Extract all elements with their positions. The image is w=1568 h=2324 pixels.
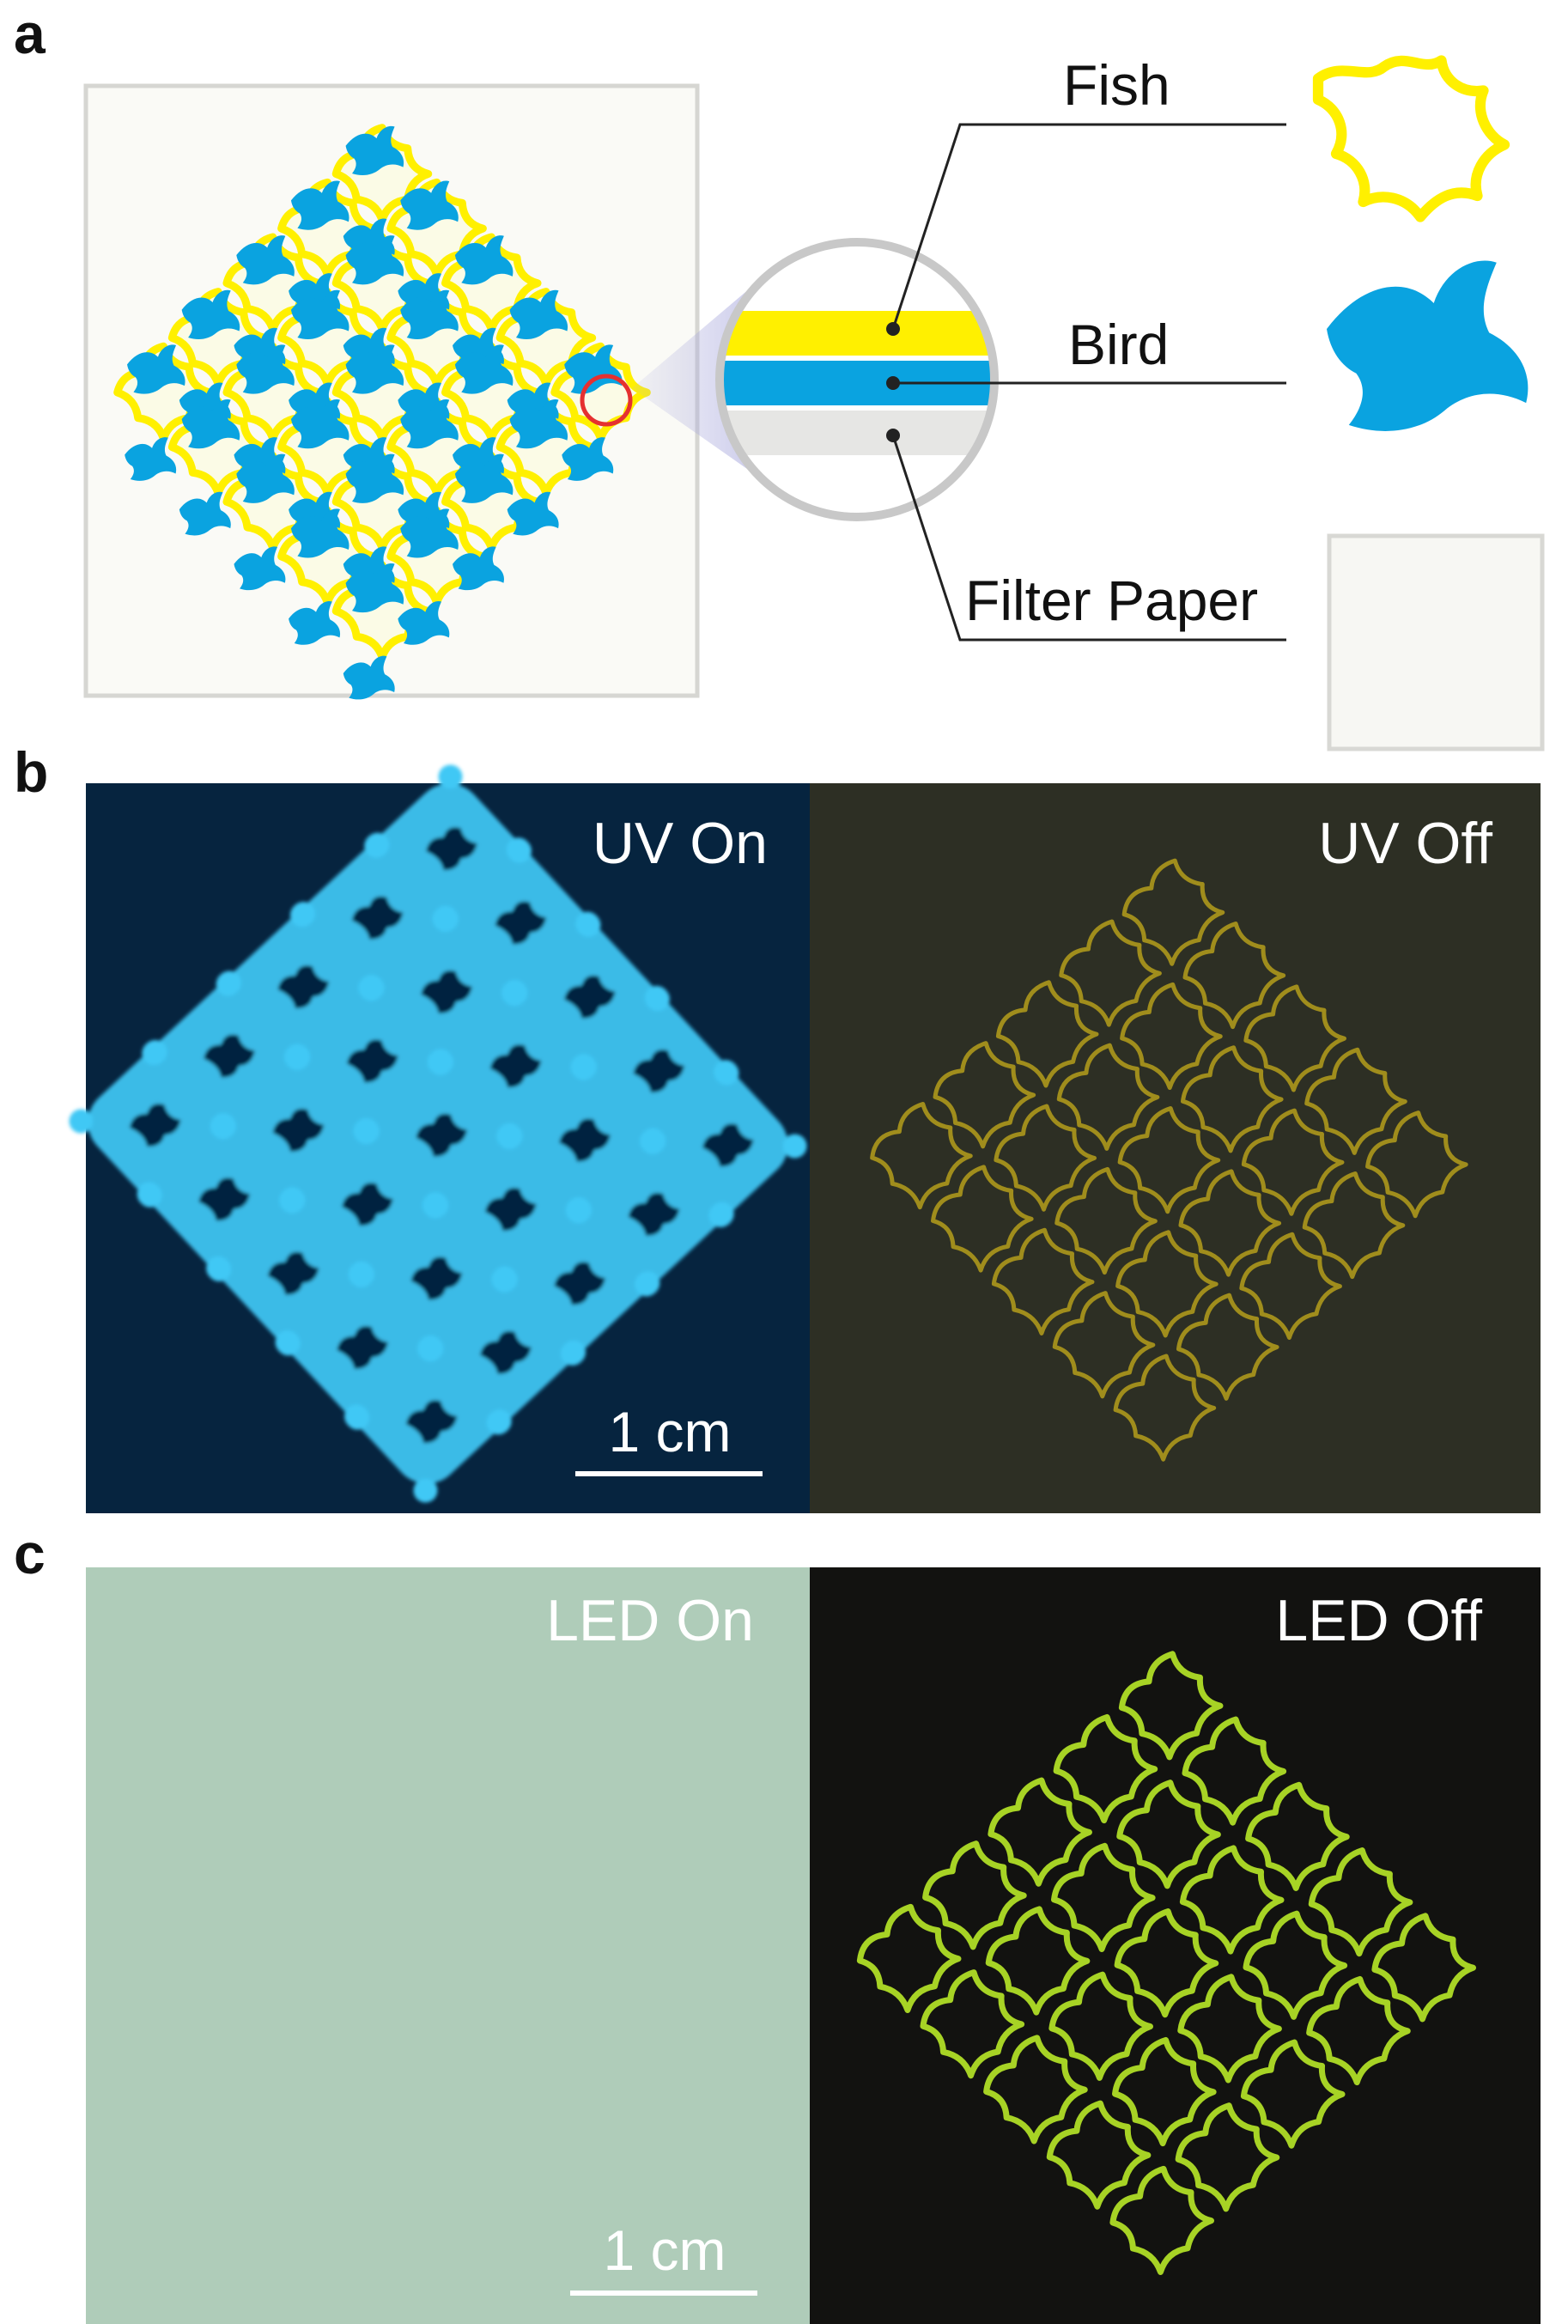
callout-lines (891, 123, 1286, 642)
led-on-photo (86, 1567, 810, 2324)
bird-icon (1327, 260, 1528, 431)
panel-letter-b: b (14, 740, 48, 804)
panel-b: b UV On UV Off 1 cm (14, 740, 1541, 1513)
tessellation-pattern (113, 124, 651, 700)
panel-letter-a: a (14, 2, 46, 65)
panel-a: a Fish Bird Filt (14, 2, 1545, 751)
panel-letter-c: c (14, 1522, 46, 1585)
scale-bar-label-c: 1 cm (603, 2218, 726, 2282)
layer-label-filter-paper: Filter Paper (965, 569, 1258, 632)
callout-dot-paper (886, 429, 900, 442)
fish-outline-icon (1318, 61, 1504, 217)
uv-on-label: UV On (593, 811, 768, 876)
led-off-label: LED Off (1275, 1588, 1482, 1653)
callout-dot-bird (886, 376, 900, 390)
paper-layer-stripe (720, 411, 994, 455)
scale-bar-label-b: 1 cm (608, 1400, 731, 1463)
uv-off-afterglow-pattern (870, 858, 1468, 1462)
callout-dot-fish (886, 322, 900, 336)
layer-label-fish: Fish (1063, 53, 1170, 117)
led-off-afterglow-pattern (856, 1651, 1476, 2275)
highlight-circle (580, 374, 633, 427)
uv-off-label: UV Off (1318, 811, 1492, 876)
fish-layer-stripe (720, 311, 994, 356)
uv-on-glowing-pattern (69, 764, 807, 1503)
panel-c: c LED On LED Off 1 cm (14, 1522, 1541, 2324)
led-off-photo (810, 1567, 1541, 2324)
led-on-label: LED On (546, 1588, 754, 1653)
uv-off-photo (810, 783, 1541, 1513)
filter-paper-icon (1327, 533, 1545, 751)
layer-label-bird: Bird (1068, 313, 1169, 376)
layer-cross-section (715, 238, 999, 521)
